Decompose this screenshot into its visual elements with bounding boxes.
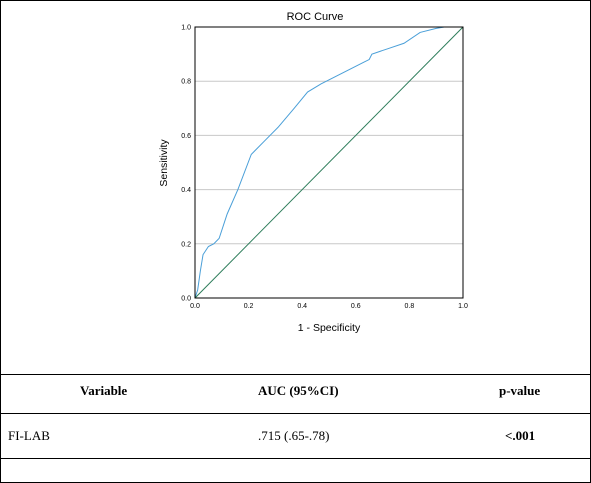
reference-diagonal-line [194, 26, 464, 299]
table-bottom-rule [0, 458, 591, 459]
gridlines [195, 80, 463, 245]
header-pvalue: p-value [499, 383, 541, 398]
x-tick-label-2: 0.4 [297, 303, 307, 310]
header-rule [0, 413, 591, 414]
x-axis-title: 1 - Specificity [298, 322, 361, 334]
header-variable: Variable [80, 383, 128, 398]
x-tick-label-3: 0.6 [351, 303, 361, 310]
row-auc: .715 (.65-.78) [258, 428, 330, 443]
x-tick-label-5: 1.0 [458, 303, 468, 310]
plot-area-border [194, 26, 464, 299]
y-tick-label-1: 0.2 [181, 241, 191, 248]
y-tick-label-4: 0.8 [181, 79, 191, 86]
y-axis-title: Sensitivity [158, 139, 170, 187]
x-tick-label-0: 0.0 [190, 303, 200, 310]
y-tick-labels: 0.0 0.2 0.4 0.6 0.8 1.0 [181, 25, 191, 303]
x-tick-labels: 0.0 0.2 0.4 0.6 0.8 1.0 [190, 303, 468, 310]
table-top-rule [0, 374, 591, 375]
y-tick-label-5: 1.0 [181, 25, 191, 32]
y-tick-label-3: 0.6 [181, 133, 191, 140]
x-tick-label-4: 0.8 [405, 303, 415, 310]
x-tick-label-1: 0.2 [244, 303, 254, 310]
chart-title: ROC Curve [287, 11, 344, 23]
row-pvalue: <.001 [505, 428, 536, 443]
header-auc: AUC (95%CI) [258, 383, 339, 398]
y-tick-label-2: 0.4 [181, 187, 191, 194]
series-group [194, 26, 464, 299]
row-variable: FI-LAB [8, 428, 50, 443]
y-tick-label-0: 0.0 [181, 296, 191, 303]
roc-curve-line [194, 26, 463, 299]
